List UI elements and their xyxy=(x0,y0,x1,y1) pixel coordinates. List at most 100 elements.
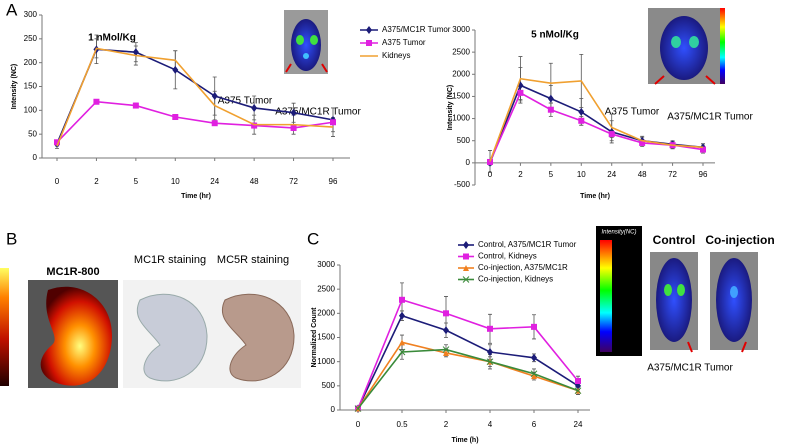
legend-marker xyxy=(462,276,470,283)
marker xyxy=(575,378,581,384)
marker xyxy=(442,346,450,353)
marker xyxy=(443,349,449,356)
marker xyxy=(330,119,336,126)
marker xyxy=(93,98,100,105)
image-label: MC1R-800 xyxy=(46,266,99,278)
marker xyxy=(290,124,297,131)
marker xyxy=(354,405,362,412)
annotation: A375/MC1R Tumor xyxy=(275,107,361,118)
panel-label: A xyxy=(6,0,18,19)
colorbar-title: Intensity(NC) xyxy=(601,230,636,236)
x-tick-label: 0 xyxy=(356,420,361,429)
marker xyxy=(399,296,405,303)
series-line xyxy=(489,84,704,164)
mouse-image xyxy=(284,10,328,74)
x-tick-label: 24 xyxy=(210,177,219,186)
marker xyxy=(531,353,537,362)
image-label: Co-injection xyxy=(705,233,774,247)
x-tick-label: 0 xyxy=(488,170,493,179)
y-tick-label: 2000 xyxy=(452,69,470,78)
series-line xyxy=(357,298,579,409)
y-tick-label: 0 xyxy=(331,405,336,414)
y-axis-label: Intensity (NC) xyxy=(447,85,454,131)
marker xyxy=(132,48,139,57)
annotation: A375 Tumor xyxy=(605,107,660,118)
x-tick-label: 72 xyxy=(668,170,677,179)
marker xyxy=(531,323,537,330)
y-tick-label: 500 xyxy=(457,136,471,145)
y-tick-label: 1500 xyxy=(317,333,335,342)
x-tick-label: 6 xyxy=(532,420,537,429)
y-tick-label: 250 xyxy=(24,34,38,43)
series-line xyxy=(357,314,579,409)
marker xyxy=(398,348,406,356)
marker xyxy=(443,326,449,335)
x-axis-label: Time (hr) xyxy=(580,193,610,200)
legend-label: A375/MC1R Tumor xyxy=(382,25,451,34)
legend-label: Control, Kidneys xyxy=(478,252,537,261)
y-tick-label: 2000 xyxy=(317,308,335,317)
series-line xyxy=(489,77,704,162)
colorbar: Intensity(NC) xyxy=(596,226,642,356)
legend-label: Co-injection, A375/MC1R xyxy=(478,263,568,272)
x-tick-label: 2 xyxy=(518,170,523,179)
legend-marker xyxy=(463,253,469,260)
series-line xyxy=(56,100,334,143)
x-tick-label: 5 xyxy=(134,177,139,186)
series-line xyxy=(357,348,579,410)
y-tick-label: 1000 xyxy=(452,114,470,123)
legend-label: Control, A375/MC1R Tumor xyxy=(478,240,577,249)
x-tick-label: 96 xyxy=(329,177,338,186)
y-tick-label: 50 xyxy=(28,129,37,138)
marker xyxy=(211,92,218,101)
legend-label: A375 Tumor xyxy=(382,38,426,47)
x-axis-label: Time (hr) xyxy=(181,193,211,200)
marker xyxy=(211,120,218,127)
marker xyxy=(172,65,179,74)
x-tick-label: 48 xyxy=(250,177,259,186)
marker xyxy=(487,325,493,332)
marker xyxy=(399,339,405,346)
y-axis-label: Intensity (NC) xyxy=(11,64,18,110)
x-tick-label: 48 xyxy=(638,170,647,179)
legend-marker xyxy=(366,26,372,34)
marker xyxy=(639,139,646,146)
y-tick-label: 2500 xyxy=(317,284,335,293)
x-tick-label: 72 xyxy=(289,177,298,186)
marker xyxy=(172,114,179,121)
marker xyxy=(54,139,60,146)
x-tick-label: 4 xyxy=(488,420,493,429)
marker xyxy=(487,158,493,165)
marker xyxy=(547,106,554,113)
y-tick-label: 150 xyxy=(24,82,38,91)
panel-label: B xyxy=(6,229,17,248)
x-tick-label: 96 xyxy=(699,170,708,179)
y-tick-label: 0 xyxy=(33,153,38,162)
image-label: Control xyxy=(653,233,696,247)
marker xyxy=(486,358,494,366)
marker xyxy=(530,370,538,378)
legend-marker xyxy=(463,265,469,271)
chart-title: 5 nMol/Kg xyxy=(531,30,579,41)
series-line xyxy=(56,47,334,147)
marker xyxy=(443,310,449,317)
annotation: A375/MC1R Tumor xyxy=(667,112,753,123)
marker xyxy=(547,94,554,103)
x-tick-label: 24 xyxy=(574,420,583,429)
mouse-image: Control Co-injection A375/MC1R Tumor xyxy=(647,233,774,373)
marker xyxy=(251,103,258,112)
kidney-heatmap: MC1R-800 xyxy=(0,266,118,388)
legend-label: Co-injection, Kidneys xyxy=(478,275,553,284)
marker xyxy=(700,146,706,153)
series-line xyxy=(357,341,579,409)
panel-label: C xyxy=(307,229,319,248)
marker xyxy=(578,117,585,124)
image-caption: A375/MC1R Tumor xyxy=(647,363,733,374)
x-tick-label: 24 xyxy=(607,170,616,179)
x-axis-label: Time (h) xyxy=(451,437,478,444)
y-tick-label: 1500 xyxy=(452,92,470,101)
marker xyxy=(608,131,615,138)
x-tick-label: 0.5 xyxy=(396,420,408,429)
marker xyxy=(487,348,493,356)
